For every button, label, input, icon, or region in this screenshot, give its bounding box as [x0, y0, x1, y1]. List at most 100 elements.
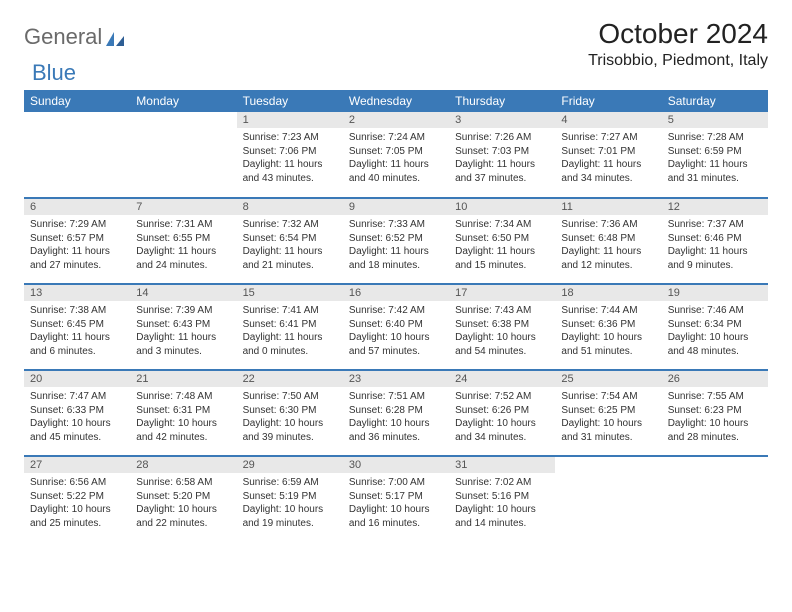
sunset-text: Sunset: 6:38 PM — [455, 318, 549, 332]
day-body: Sunrise: 7:55 AMSunset: 6:23 PMDaylight:… — [662, 387, 768, 448]
sunset-text: Sunset: 6:43 PM — [136, 318, 230, 332]
day-number: 14 — [130, 285, 236, 301]
sunrise-text: Sunrise: 7:37 AM — [668, 218, 762, 232]
day-number: 9 — [343, 199, 449, 215]
day-body: Sunrise: 7:41 AMSunset: 6:41 PMDaylight:… — [237, 301, 343, 362]
daylight-text: Daylight: 10 hours and 31 minutes. — [561, 417, 655, 444]
sunrise-text: Sunrise: 7:38 AM — [30, 304, 124, 318]
location: Trisobbio, Piedmont, Italy — [588, 52, 768, 70]
calendar-cell: 26Sunrise: 7:55 AMSunset: 6:23 PMDayligh… — [662, 370, 768, 456]
sunset-text: Sunset: 6:28 PM — [349, 404, 443, 418]
sunrise-text: Sunrise: 7:27 AM — [561, 131, 655, 145]
calendar-cell: 14Sunrise: 7:39 AMSunset: 6:43 PMDayligh… — [130, 284, 236, 370]
calendar-cell: 19Sunrise: 7:46 AMSunset: 6:34 PMDayligh… — [662, 284, 768, 370]
day-number: 31 — [449, 457, 555, 473]
sunset-text: Sunset: 6:59 PM — [668, 145, 762, 159]
sunrise-text: Sunrise: 7:52 AM — [455, 390, 549, 404]
sunset-text: Sunset: 6:40 PM — [349, 318, 443, 332]
calendar-cell: 15Sunrise: 7:41 AMSunset: 6:41 PMDayligh… — [237, 284, 343, 370]
sunrise-text: Sunrise: 7:36 AM — [561, 218, 655, 232]
sunset-text: Sunset: 6:52 PM — [349, 232, 443, 246]
sunset-text: Sunset: 7:03 PM — [455, 145, 549, 159]
sunrise-text: Sunrise: 7:51 AM — [349, 390, 443, 404]
day-number: 13 — [24, 285, 130, 301]
day-body: Sunrise: 7:43 AMSunset: 6:38 PMDaylight:… — [449, 301, 555, 362]
daylight-text: Daylight: 11 hours and 6 minutes. — [30, 331, 124, 358]
day-header: Wednesday — [343, 90, 449, 112]
sunrise-text: Sunrise: 7:33 AM — [349, 218, 443, 232]
day-number: 8 — [237, 199, 343, 215]
sunset-text: Sunset: 6:30 PM — [243, 404, 337, 418]
calendar-week-row: 13Sunrise: 7:38 AMSunset: 6:45 PMDayligh… — [24, 284, 768, 370]
page: General October 2024 Trisobbio, Piedmont… — [0, 0, 792, 542]
day-body: Sunrise: 7:02 AMSunset: 5:16 PMDaylight:… — [449, 473, 555, 534]
sunrise-text: Sunrise: 7:54 AM — [561, 390, 655, 404]
day-number: 27 — [24, 457, 130, 473]
sunset-text: Sunset: 6:26 PM — [455, 404, 549, 418]
calendar-cell: 21Sunrise: 7:48 AMSunset: 6:31 PMDayligh… — [130, 370, 236, 456]
calendar-cell: 27Sunrise: 6:56 AMSunset: 5:22 PMDayligh… — [24, 456, 130, 542]
day-number: 6 — [24, 199, 130, 215]
sunrise-text: Sunrise: 7:24 AM — [349, 131, 443, 145]
daylight-text: Daylight: 11 hours and 15 minutes. — [455, 245, 549, 272]
sunset-text: Sunset: 6:31 PM — [136, 404, 230, 418]
calendar-cell: 31Sunrise: 7:02 AMSunset: 5:16 PMDayligh… — [449, 456, 555, 542]
daylight-text: Daylight: 11 hours and 9 minutes. — [668, 245, 762, 272]
sunset-text: Sunset: 6:46 PM — [668, 232, 762, 246]
day-number: 5 — [662, 112, 768, 128]
calendar-cell: 1Sunrise: 7:23 AMSunset: 7:06 PMDaylight… — [237, 112, 343, 198]
sunrise-text: Sunrise: 7:43 AM — [455, 304, 549, 318]
calendar-cell: 4Sunrise: 7:27 AMSunset: 7:01 PMDaylight… — [555, 112, 661, 198]
calendar-cell: 22Sunrise: 7:50 AMSunset: 6:30 PMDayligh… — [237, 370, 343, 456]
sunset-text: Sunset: 5:20 PM — [136, 490, 230, 504]
calendar-cell: 2Sunrise: 7:24 AMSunset: 7:05 PMDaylight… — [343, 112, 449, 198]
calendar-cell: 8Sunrise: 7:32 AMSunset: 6:54 PMDaylight… — [237, 198, 343, 284]
day-body: Sunrise: 7:48 AMSunset: 6:31 PMDaylight:… — [130, 387, 236, 448]
daylight-text: Daylight: 11 hours and 31 minutes. — [668, 158, 762, 185]
day-body: Sunrise: 7:26 AMSunset: 7:03 PMDaylight:… — [449, 128, 555, 189]
daylight-text: Daylight: 11 hours and 37 minutes. — [455, 158, 549, 185]
calendar-cell: 5 Sunrise: 7:28 AMSunset: 6:59 PMDaylight… — [662, 112, 768, 198]
day-number: 10 — [449, 199, 555, 215]
daylight-text: Daylight: 10 hours and 51 minutes. — [561, 331, 655, 358]
day-header: Saturday — [662, 90, 768, 112]
calendar-cell: 6Sunrise: 7:29 AMSunset: 6:57 PMDaylight… — [24, 198, 130, 284]
day-number: 1 — [237, 112, 343, 128]
day-body: Sunrise: 7:52 AMSunset: 6:26 PMDaylight:… — [449, 387, 555, 448]
day-body: Sunrise: 7:27 AMSunset: 7:01 PMDaylight:… — [555, 128, 661, 189]
sunrise-text: Sunrise: 7:34 AM — [455, 218, 549, 232]
day-body: Sunrise: 7:00 AMSunset: 5:17 PMDaylight:… — [343, 473, 449, 534]
sunrise-text: Sunrise: 7:28 AM — [668, 131, 762, 145]
sunset-text: Sunset: 7:01 PM — [561, 145, 655, 159]
daylight-text: Daylight: 10 hours and 16 minutes. — [349, 503, 443, 530]
calendar-cell: 13Sunrise: 7:38 AMSunset: 6:45 PMDayligh… — [24, 284, 130, 370]
sunrise-text: Sunrise: 7:47 AM — [30, 390, 124, 404]
sunrise-text: Sunrise: 7:46 AM — [668, 304, 762, 318]
calendar-cell: 29Sunrise: 6:59 AMSunset: 5:19 PMDayligh… — [237, 456, 343, 542]
calendar-cell: 10Sunrise: 7:34 AMSunset: 6:50 PMDayligh… — [449, 198, 555, 284]
sunrise-text: Sunrise: 7:26 AM — [455, 131, 549, 145]
calendar-cell: 17Sunrise: 7:43 AMSunset: 6:38 PMDayligh… — [449, 284, 555, 370]
calendar-cell: . — [130, 112, 236, 198]
daylight-text: Daylight: 11 hours and 40 minutes. — [349, 158, 443, 185]
daylight-text: Daylight: 10 hours and 45 minutes. — [30, 417, 124, 444]
day-body: Sunrise: 7:36 AMSunset: 6:48 PMDaylight:… — [555, 215, 661, 276]
day-header: Monday — [130, 90, 236, 112]
calendar-cell: 12Sunrise: 7:37 AMSunset: 6:46 PMDayligh… — [662, 198, 768, 284]
daylight-text: Daylight: 11 hours and 21 minutes. — [243, 245, 337, 272]
day-number: 11 — [555, 199, 661, 215]
calendar-cell: 18Sunrise: 7:44 AMSunset: 6:36 PMDayligh… — [555, 284, 661, 370]
daylight-text: Daylight: 11 hours and 43 minutes. — [243, 158, 337, 185]
day-number: 24 — [449, 371, 555, 387]
daylight-text: Daylight: 11 hours and 34 minutes. — [561, 158, 655, 185]
day-header-row: Sunday Monday Tuesday Wednesday Thursday… — [24, 90, 768, 112]
daylight-text: Daylight: 11 hours and 24 minutes. — [136, 245, 230, 272]
day-header: Sunday — [24, 90, 130, 112]
daylight-text: Daylight: 10 hours and 42 minutes. — [136, 417, 230, 444]
sunrise-text: Sunrise: 7:32 AM — [243, 218, 337, 232]
day-body: Sunrise: 7:37 AMSunset: 6:46 PMDaylight:… — [662, 215, 768, 276]
day-number: 22 — [237, 371, 343, 387]
day-number: 7 — [130, 199, 236, 215]
day-number: 16 — [343, 285, 449, 301]
day-body: Sunrise: 7:50 AMSunset: 6:30 PMDaylight:… — [237, 387, 343, 448]
